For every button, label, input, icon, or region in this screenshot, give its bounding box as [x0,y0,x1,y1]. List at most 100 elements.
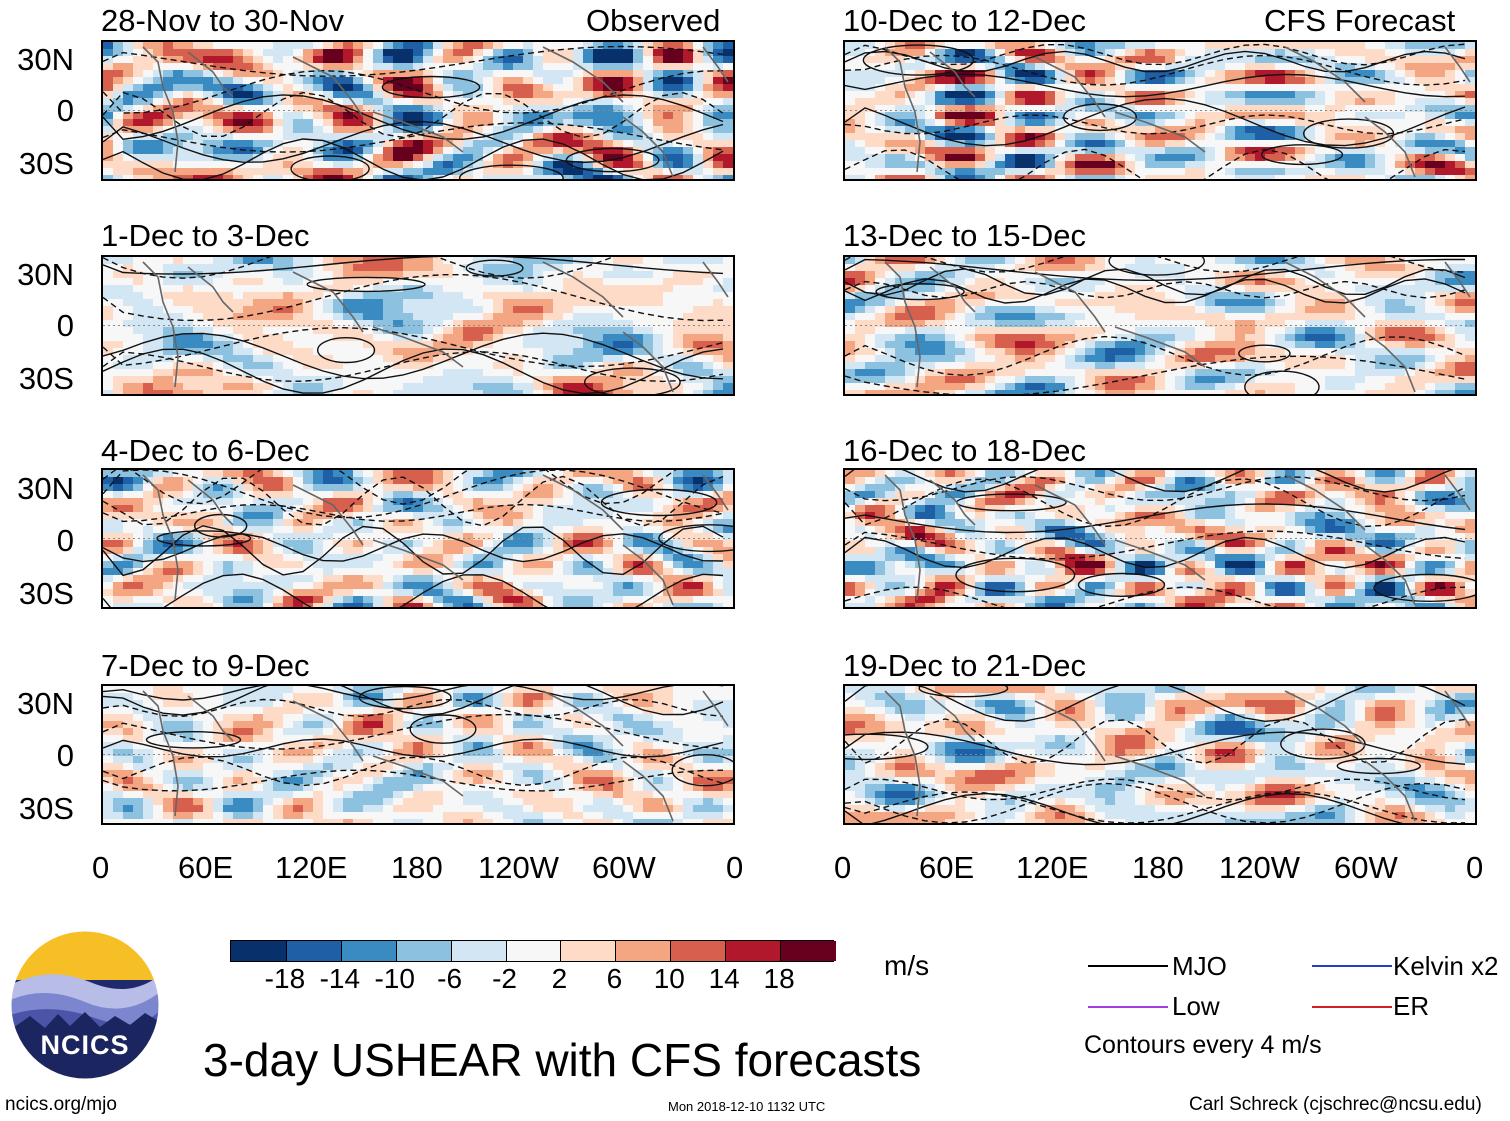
field-cell [243,362,254,370]
field-cell [563,84,574,92]
field-cell [673,77,684,85]
field-cell [343,505,354,513]
field-cell [443,341,454,349]
field-cell [643,105,654,113]
field-cell [693,742,704,750]
field-cell [373,686,384,694]
field-cell [483,561,494,569]
field-cell [303,313,314,321]
field-cell [143,376,154,384]
field-cell [133,105,144,113]
field-cell [413,140,424,148]
field-cell [243,596,254,604]
field-cell [133,728,144,736]
field-cell [553,798,564,806]
field-cell [513,749,524,757]
field-cell [403,540,414,548]
field-cell [203,533,214,541]
field-cell [273,533,284,541]
mjo-contour [103,122,724,153]
field-cell [393,770,404,778]
field-cell [393,313,404,321]
field-cell [413,561,424,569]
field-cell [313,505,324,513]
field-cell [113,91,124,99]
field-cell [613,271,624,279]
field-cell [713,784,724,792]
field-cell [453,603,464,607]
field-cell [633,707,644,715]
field-cell [463,154,474,162]
field-cell [613,161,624,169]
field-cell [613,84,624,92]
field-cell [453,376,464,384]
field-cell [163,147,174,155]
field-cell [543,320,554,328]
field-cell [563,63,574,71]
field-cell [663,742,674,750]
field-cell [293,369,304,377]
field-cell [123,547,134,555]
field-cell [493,355,504,363]
field-cell [143,728,154,736]
field-cell [703,596,714,604]
field-cell [203,355,214,363]
field-cell [583,278,594,286]
mjo-contour [103,274,724,322]
field-cell [543,505,554,513]
field-cell [653,383,664,391]
field-cell [203,735,214,743]
field-cell [453,777,464,785]
field-cell [523,271,534,279]
field-cell [503,784,514,792]
field-cell [263,140,274,148]
field-cell [133,119,144,127]
field-cell [433,105,444,113]
field-cell [643,126,654,134]
field-cell [513,376,524,384]
field-cell [253,693,264,701]
field-cell [543,589,554,597]
field-cell [203,306,214,314]
field-cell [533,348,544,356]
field-cell [133,791,144,799]
field-cell [463,390,474,394]
field-cell [683,777,694,785]
field-cell [563,49,574,57]
field-cell [413,582,424,590]
field-cell [373,791,384,799]
field-cell [493,175,504,179]
field-cell [123,470,134,478]
field-cell [713,313,724,321]
field-cell [463,63,474,71]
field-cell [453,161,464,169]
field-cell [103,334,114,342]
field-cell [273,721,284,729]
field-cell [223,355,234,363]
field-cell [523,512,534,520]
field-cell [613,519,624,527]
field-cell [143,126,154,134]
field-cell [213,133,224,141]
field-cell [503,798,514,806]
field-cell [243,306,254,314]
coastline [187,51,234,98]
field-cell [383,327,394,335]
field-cell [173,742,184,750]
field-cell [123,763,134,771]
field-cell [243,264,254,272]
field-cell [613,376,624,384]
field-cell [533,271,544,279]
field-cell [693,320,704,328]
field-cell [583,756,594,764]
field-cell [243,721,254,729]
field-cell [183,756,194,764]
field-cell [273,763,284,771]
field-cell [683,791,694,799]
mjo-closed-contour [465,259,524,277]
field-cell [163,470,174,478]
field-cell [713,540,724,548]
field-cell [473,721,484,729]
field-cell [313,49,324,57]
field-cell [223,257,234,265]
